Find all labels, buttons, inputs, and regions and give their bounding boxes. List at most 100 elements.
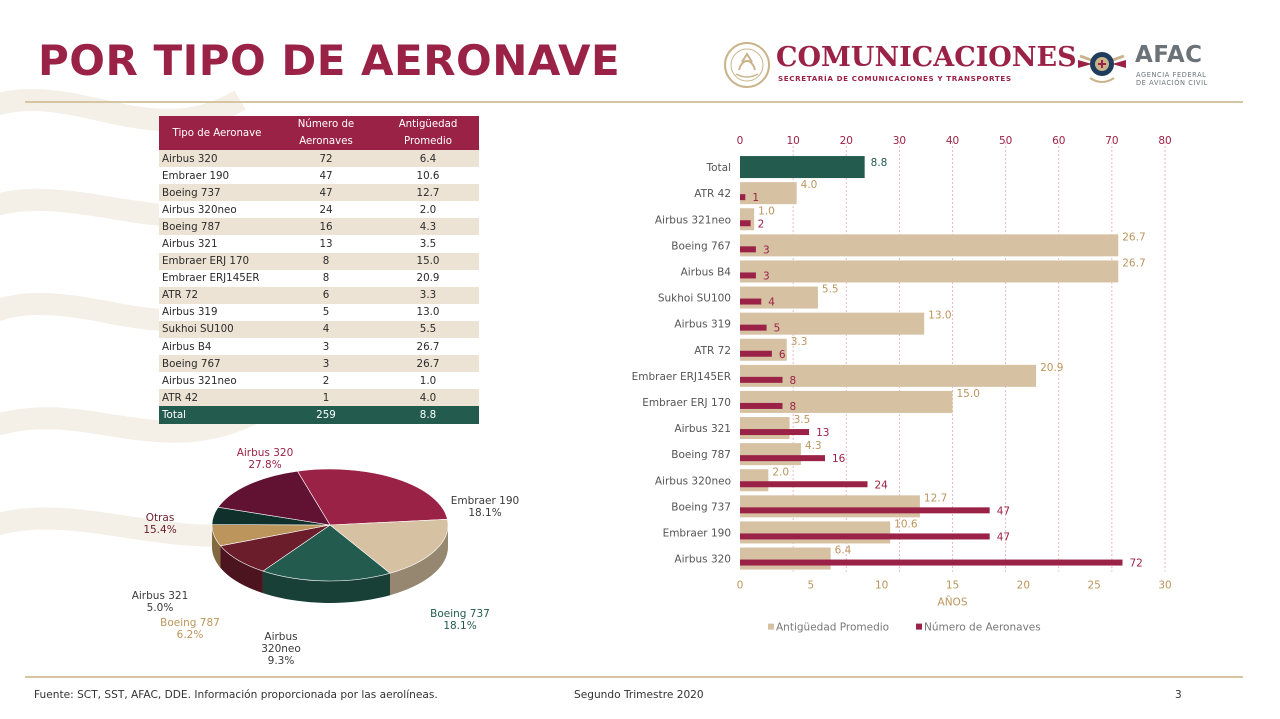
category-label: Embraer 190	[663, 527, 731, 539]
table-row: Sukhoi SU100 4 5.5	[159, 320, 479, 339]
cell-age: 20.9	[377, 269, 479, 287]
national-seal-icon	[724, 42, 770, 88]
cell-count: 6	[275, 286, 377, 304]
header-divider	[25, 101, 1243, 103]
bar-age	[740, 208, 755, 231]
bar-label-age: 1.0	[758, 205, 775, 217]
top-axis-tick: 0	[737, 135, 744, 147]
bar-label-count: 8	[790, 375, 797, 387]
pie-label-percent: 5.0%	[147, 602, 174, 614]
bottom-axis-tick: 5	[807, 580, 814, 592]
category-label: ATR 42	[694, 188, 731, 200]
bar-count	[740, 350, 772, 357]
table-row: Boeing 767 3 26.7	[159, 355, 479, 373]
bar-age	[740, 234, 1119, 257]
cell-name: Sukhoi SU100	[159, 320, 275, 339]
bar-label-count: 5	[774, 323, 781, 335]
category-label: Total	[705, 162, 731, 174]
bar-count	[740, 376, 783, 383]
table-row: Boeing 737 47 12.7	[159, 184, 479, 202]
pie-label-name: Boeing 737	[430, 608, 490, 620]
bottom-axis-tick: 30	[1158, 580, 1171, 592]
cell-count: 1	[275, 389, 377, 407]
category-label: ATR 72	[694, 345, 731, 357]
cell-count: 5	[275, 303, 377, 321]
pie-label-percent: 18.1%	[468, 507, 501, 519]
cell-name: Airbus 321	[159, 235, 275, 253]
bar-label-count: 47	[997, 531, 1010, 543]
cell-age: 6.4	[377, 150, 479, 168]
bar-label-total: 8.8	[871, 157, 888, 169]
cell-age: 10.6	[377, 167, 479, 185]
bar-label-count: 6	[779, 349, 786, 361]
pie-slice	[217, 470, 331, 526]
pie-label-name: Otras	[146, 512, 175, 524]
bar-age	[740, 495, 920, 518]
cell-name: ATR 42	[159, 389, 275, 407]
bar-label-age: 2.0	[772, 466, 789, 478]
category-label: Boeing 767	[671, 240, 731, 252]
category-label: Airbus B4	[681, 266, 732, 278]
pie-label-name: 320neo	[261, 643, 301, 655]
pie-label-percent: 27.8%	[248, 459, 281, 471]
bar-age	[740, 286, 818, 309]
bar-count	[740, 507, 990, 514]
pie-label-percent: 15.4%	[143, 524, 176, 536]
bar-label-count: 24	[875, 479, 889, 491]
cell-name: Embraer ERJ 170	[159, 252, 275, 270]
cell-age: 12.7	[377, 184, 479, 202]
afac-emblem-icon	[1078, 52, 1126, 83]
cell-age: 26.7	[377, 338, 479, 356]
bar-count	[740, 533, 990, 540]
cell-count: 16	[275, 218, 377, 236]
cell-name: Airbus 320	[159, 150, 275, 168]
chart-legend: Antigüedad Promedio Número de Aeronaves	[768, 622, 1041, 634]
pie-label-percent: 18.1%	[443, 620, 476, 632]
bar-count	[740, 481, 868, 488]
category-label: Boeing 737	[671, 501, 731, 513]
bar-count	[740, 272, 756, 279]
top-axis-tick: 50	[999, 135, 1012, 147]
pie-slice	[296, 468, 448, 526]
cell-age: 5.5	[377, 320, 479, 339]
bar-label-age: 20.9	[1040, 362, 1063, 374]
bar-label-count: 47	[997, 505, 1010, 517]
afac-subtitle: AGENCIA FEDERAL DE AVIACIÓN CIVIL	[1136, 71, 1208, 87]
cell-name: Embraer ERJ145ER	[159, 269, 275, 287]
bar-label-count: 13	[816, 427, 829, 439]
legend-swatch-count	[916, 623, 922, 630]
sct-logo: COMUNICACIONES SECRETARÍA DE COMUNICACIO…	[722, 40, 1077, 90]
top-axis-tick: 70	[1105, 135, 1118, 147]
table-row: Airbus 319 5 13.0	[159, 303, 479, 321]
pie-slice-side	[262, 571, 391, 603]
bottom-axis-tick: 20	[1017, 580, 1030, 592]
category-label: Airbus 320	[674, 554, 731, 566]
sct-subtitle: SECRETARÍA DE COMUNICACIONES Y TRANSPORT…	[778, 74, 1012, 83]
bottom-axis-tick: 15	[946, 580, 959, 592]
page-number: 3	[1175, 689, 1182, 701]
bar-label-age: 3.3	[791, 336, 808, 348]
bottom-axis-title: AÑOS	[938, 596, 968, 609]
pie-label-name: Boeing 787	[160, 617, 220, 629]
cell-name: Airbus 321neo	[159, 372, 275, 390]
bar-age	[740, 364, 1037, 387]
legend-label-age: Antigüedad Promedio	[776, 622, 889, 634]
bar-age	[740, 260, 1119, 283]
cell-age: 15.0	[377, 252, 479, 270]
bar-count	[740, 298, 762, 305]
table-body: Airbus 320 72 6.4 Embraer 190 47 10.6 Boeing 7…	[159, 150, 479, 424]
cell-name: Airbus 320neo	[159, 201, 275, 219]
cell-age: 4.0	[377, 389, 479, 407]
cell-name: ATR 72	[159, 286, 275, 304]
header-cell: Número de Aeronaves	[275, 116, 377, 150]
bar-label-count: 3	[763, 270, 770, 282]
cell-age: 2.0	[377, 201, 479, 219]
pie-slice-side	[220, 545, 263, 594]
table-row: Boeing 787 16 4.3	[159, 218, 479, 236]
pie-label-percent: 6.2%	[177, 629, 204, 641]
cell-count: 2	[275, 372, 377, 390]
cell-name: Total	[159, 406, 275, 424]
table-row: Airbus 321neo 2 1.0	[159, 372, 479, 390]
